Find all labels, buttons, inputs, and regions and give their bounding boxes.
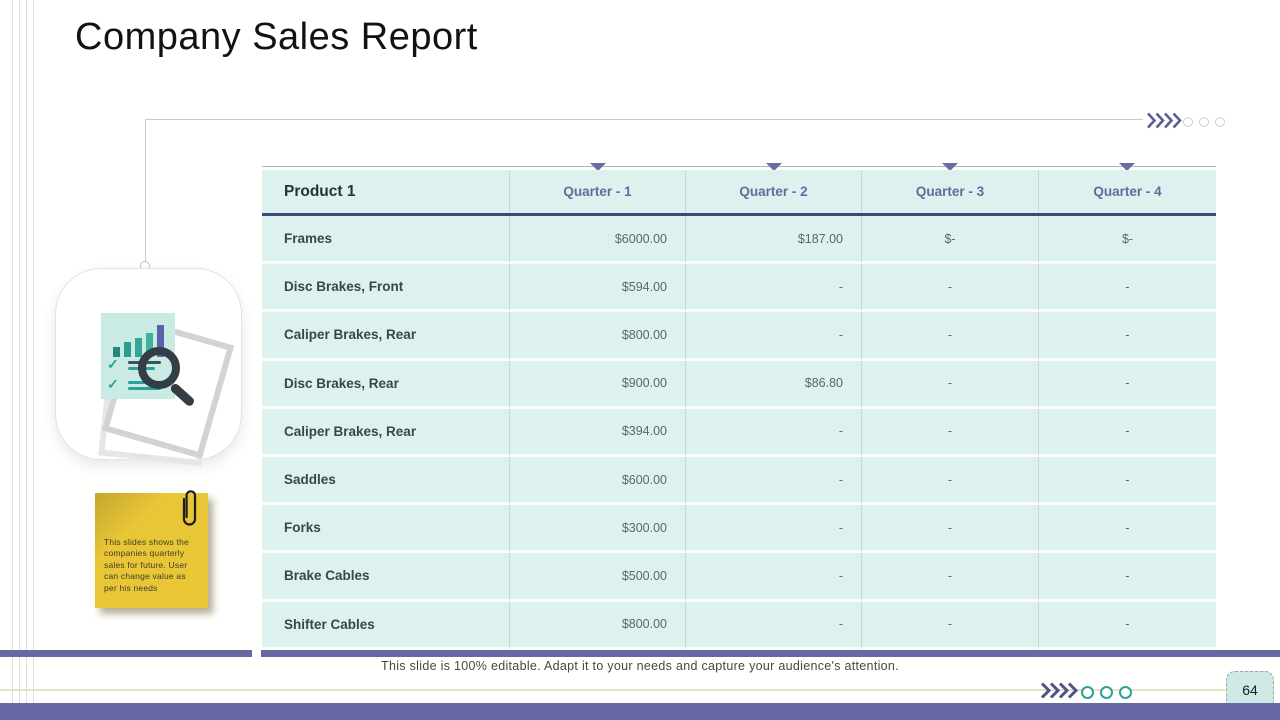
note-fold-shade bbox=[95, 493, 208, 608]
table-row: Shifter Cables $800.00 - - - bbox=[262, 601, 1216, 650]
quarter-2-value-cell: $86.80 bbox=[686, 360, 862, 409]
quarter-3-value-cell: - bbox=[862, 312, 1039, 361]
note-text: This slides shows the companies quarterl… bbox=[104, 537, 189, 593]
product-name-cell: Disc Brakes, Front bbox=[262, 264, 510, 313]
table-body: Frames $6000.00 $187.00 $- $- Disc Brake… bbox=[262, 216, 1216, 650]
quarter-3-value-cell: - bbox=[862, 456, 1039, 506]
quarter-3-value-cell: $- bbox=[862, 216, 1039, 265]
table-row: Caliper Brakes, Rear $800.00 - - - bbox=[262, 312, 1216, 361]
column-marker-icon bbox=[1119, 163, 1135, 171]
table-row: Brake Cables $500.00 - - - bbox=[262, 553, 1216, 602]
chevron-right-icon bbox=[1040, 682, 1079, 704]
page-title: Company Sales Report bbox=[75, 16, 478, 58]
footer-note: This slide is 100% editable. Adapt it to… bbox=[381, 659, 899, 673]
quarter-4-value-cell: - bbox=[1039, 264, 1216, 313]
footer-thin-line bbox=[0, 689, 1225, 691]
paperclip-icon bbox=[177, 486, 201, 537]
product-name-cell: Disc Brakes, Rear bbox=[262, 360, 510, 409]
header-quarter-4: Quarter - 4 bbox=[1039, 170, 1216, 213]
quarter-1-value-cell: $800.00 bbox=[510, 601, 686, 650]
left-guide-line bbox=[19, 0, 20, 720]
text-line-shape bbox=[128, 387, 161, 390]
header-quarter-1: Quarter - 1 bbox=[510, 170, 686, 213]
quarter-1-value-cell: $6000.00 bbox=[510, 216, 686, 265]
product-name-cell: Caliper Brakes, Rear bbox=[262, 312, 510, 361]
table-row: Disc Brakes, Front $594.00 - - - bbox=[262, 264, 1216, 313]
header-quarter-3: Quarter - 3 bbox=[862, 170, 1039, 213]
quarter-1-value-cell: $800.00 bbox=[510, 312, 686, 361]
quarter-1-value-cell: $300.00 bbox=[510, 505, 686, 554]
product-name-cell: Shifter Cables bbox=[262, 601, 510, 650]
column-marker-icon bbox=[942, 163, 958, 171]
chevron-right-icon bbox=[1146, 112, 1182, 134]
quarter-4-value-cell: - bbox=[1039, 360, 1216, 409]
quarter-1-value-cell: $500.00 bbox=[510, 553, 686, 602]
report-icon-card: ✓ ✓ bbox=[55, 268, 242, 467]
quarter-2-value-cell: - bbox=[686, 312, 862, 361]
quarter-1-value-cell: $394.00 bbox=[510, 408, 686, 457]
quarter-2-value-cell: $187.00 bbox=[686, 216, 862, 265]
quarter-3-value-cell: - bbox=[862, 360, 1039, 409]
quarter-4-value-cell: - bbox=[1039, 505, 1216, 554]
quarter-2-value-cell: - bbox=[686, 601, 862, 650]
quarter-3-value-cell: - bbox=[862, 505, 1039, 554]
top-divider-line bbox=[145, 119, 1143, 120]
quarter-4-value-cell: - bbox=[1039, 456, 1216, 506]
product-name-cell: Caliper Brakes, Rear bbox=[262, 408, 510, 457]
circle-trio-icon bbox=[1081, 686, 1132, 699]
quarter-1-value-cell: $594.00 bbox=[510, 264, 686, 313]
column-marker-icon bbox=[590, 163, 606, 171]
quarter-3-value-cell: - bbox=[862, 601, 1039, 650]
table-row: Frames $6000.00 $187.00 $- $- bbox=[262, 216, 1216, 265]
table-header-row: Product 1 Quarter - 1 Quarter - 2 Quarte… bbox=[262, 170, 1216, 216]
quarter-3-value-cell: - bbox=[862, 408, 1039, 457]
left-guide-line bbox=[12, 0, 13, 720]
quarter-4-value-cell: - bbox=[1039, 312, 1216, 361]
circle-trio-icon bbox=[1183, 117, 1225, 127]
left-guide-line bbox=[26, 0, 27, 720]
footer-accent-bar bbox=[0, 650, 252, 657]
left-guide-line bbox=[33, 0, 34, 720]
quarter-2-value-cell: - bbox=[686, 553, 862, 602]
footer-accent-bar bbox=[261, 650, 1280, 657]
header-quarter-2: Quarter - 2 bbox=[686, 170, 862, 213]
table-row: Caliper Brakes, Rear $394.00 - - - bbox=[262, 408, 1216, 457]
quarter-2-value-cell: - bbox=[686, 264, 862, 313]
quarter-4-value-cell: - bbox=[1039, 408, 1216, 457]
quarter-1-value-cell: $900.00 bbox=[510, 360, 686, 409]
quarter-3-value-cell: - bbox=[862, 264, 1039, 313]
quarter-4-value-cell: - bbox=[1039, 553, 1216, 602]
quarter-4-value-cell: $- bbox=[1039, 216, 1216, 265]
bottom-bar bbox=[0, 703, 1280, 720]
quarter-1-value-cell: $600.00 bbox=[510, 456, 686, 506]
quarter-2-value-cell: - bbox=[686, 505, 862, 554]
table-row: Disc Brakes, Rear $900.00 $86.80 - - bbox=[262, 360, 1216, 409]
table-row: Saddles $600.00 - - - bbox=[262, 456, 1216, 506]
quarter-2-value-cell: - bbox=[686, 456, 862, 506]
product-name-cell: Frames bbox=[262, 216, 510, 265]
table-top-border bbox=[262, 166, 1216, 167]
quarter-2-value-cell: - bbox=[686, 408, 862, 457]
table-row: Forks $300.00 - - - bbox=[262, 505, 1216, 554]
magnifier-icon bbox=[138, 347, 180, 389]
checkmark-icon: ✓ bbox=[107, 376, 119, 392]
product-name-cell: Brake Cables bbox=[262, 553, 510, 602]
icon-connector-line bbox=[145, 119, 146, 265]
column-marker-icon bbox=[766, 163, 782, 171]
bar-chart-icon bbox=[113, 321, 169, 357]
product-name-cell: Forks bbox=[262, 505, 510, 554]
quarter-3-value-cell: - bbox=[862, 553, 1039, 602]
quarter-4-value-cell: - bbox=[1039, 601, 1216, 650]
checkmark-icon: ✓ bbox=[107, 356, 119, 372]
product-name-cell: Saddles bbox=[262, 456, 510, 506]
header-product: Product 1 bbox=[262, 170, 510, 213]
sticky-note: This slides shows the companies quarterl… bbox=[95, 490, 208, 608]
